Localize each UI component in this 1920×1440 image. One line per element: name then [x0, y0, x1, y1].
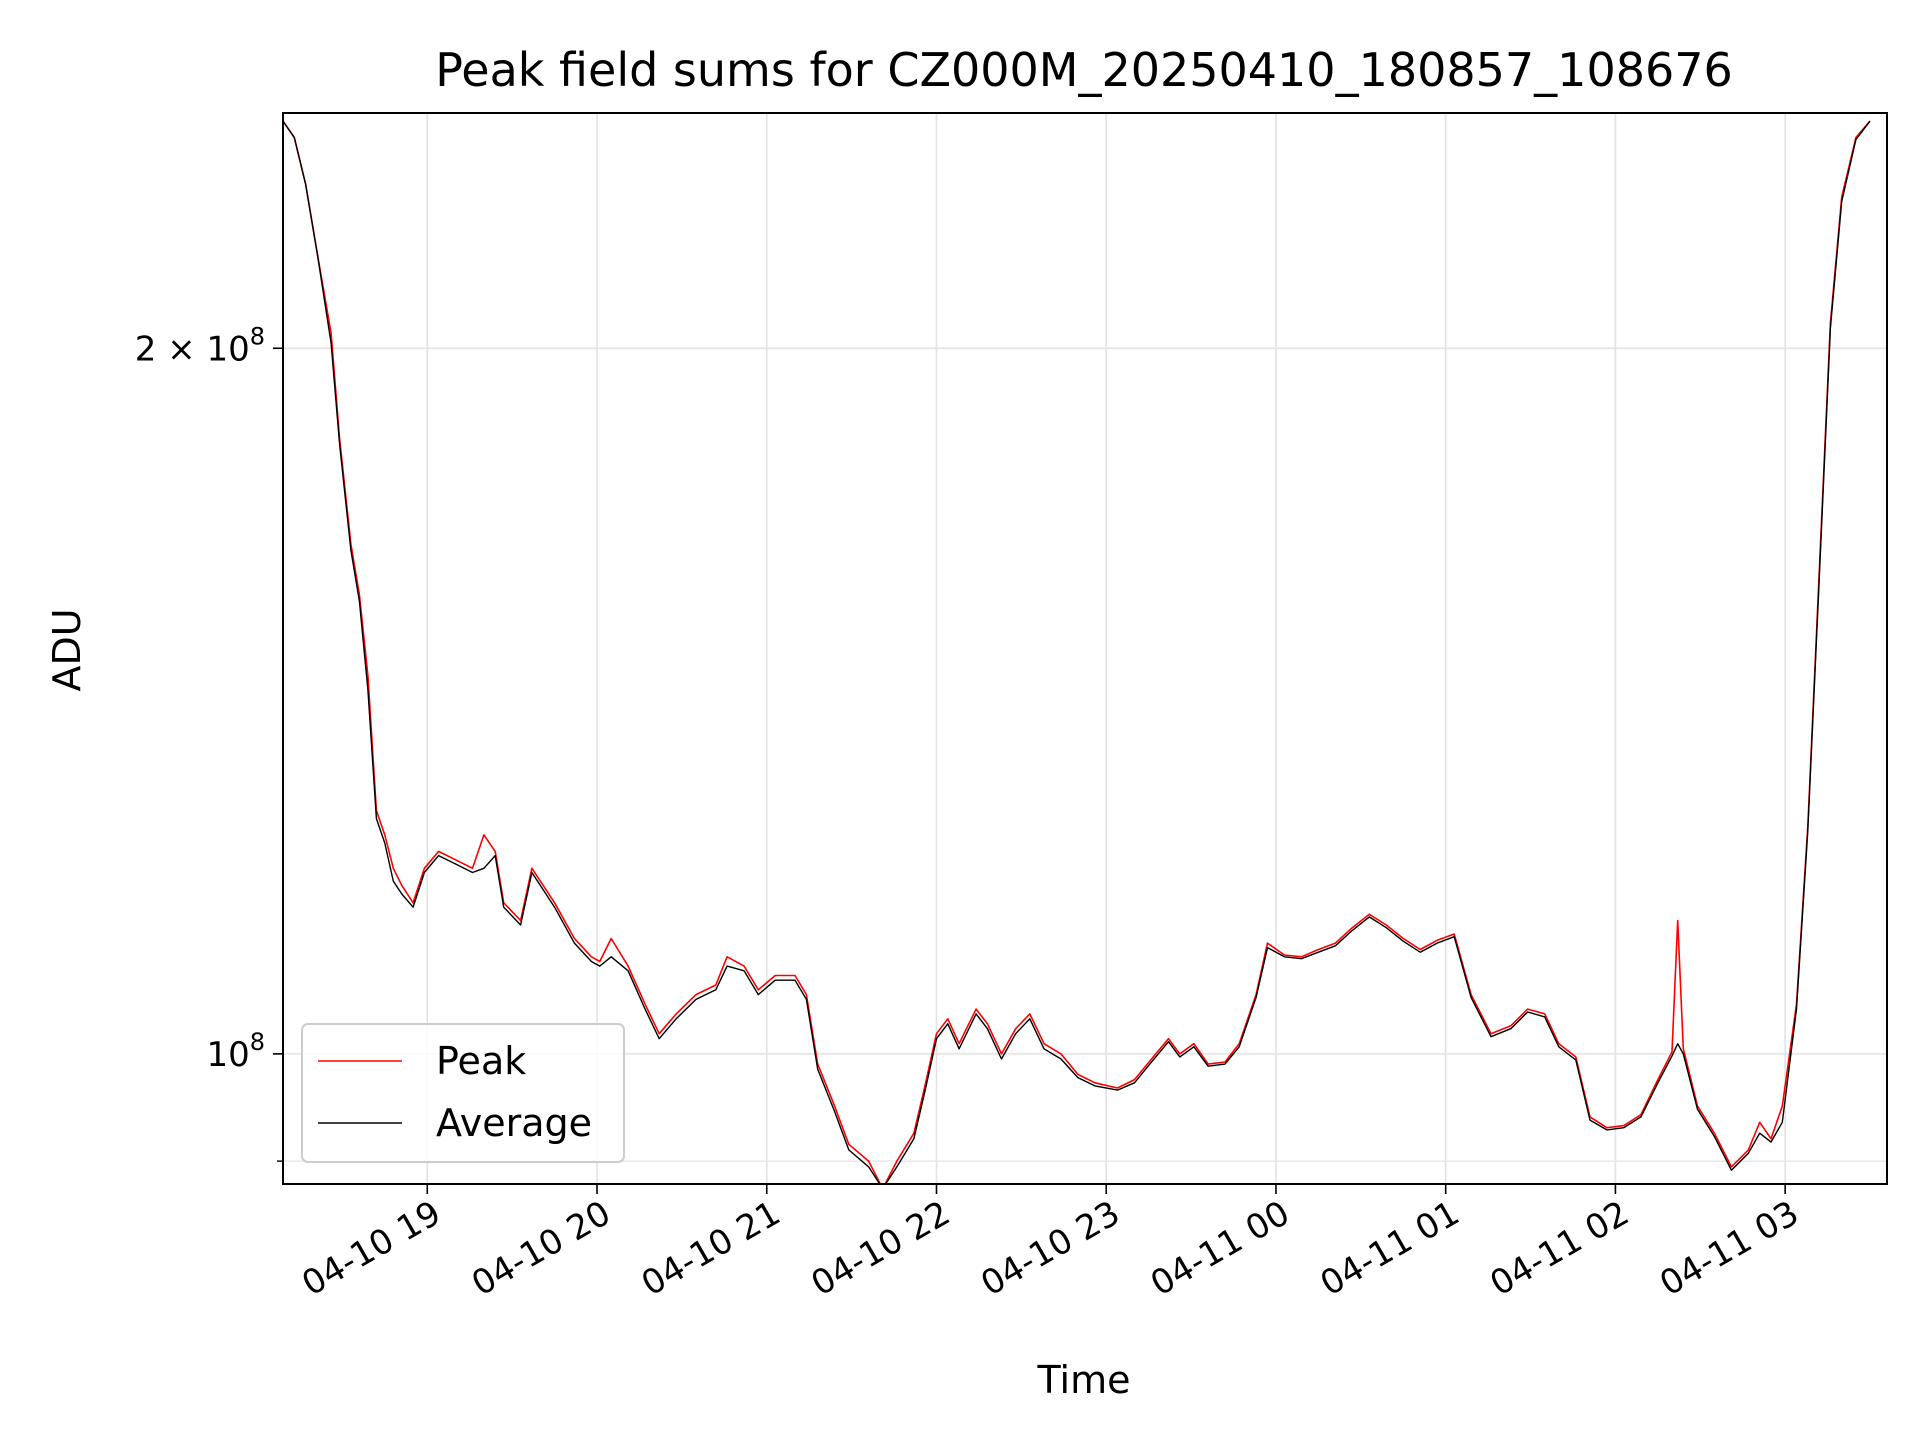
legend-label-peak: Peak: [436, 1039, 526, 1083]
grid: [283, 113, 1887, 1184]
series-line-peak: [283, 120, 1871, 1184]
x-axis-label: Time: [1037, 1358, 1131, 1402]
plot-frame: [282, 112, 1888, 1185]
legend: Peak Average: [301, 1023, 625, 1163]
legend-box: [301, 1023, 625, 1163]
legend-label-average: Average: [436, 1101, 592, 1145]
chart-title: Peak field sums for CZ000M_20250410_1808…: [435, 43, 1733, 97]
y-tick-label-0: 2 × 108: [135, 322, 265, 369]
y-tick-label-1: 108: [206, 1028, 265, 1075]
series-lines: [283, 120, 1871, 1184]
y-axis-label: ADU: [45, 608, 89, 691]
series-line-average: [283, 120, 1871, 1184]
